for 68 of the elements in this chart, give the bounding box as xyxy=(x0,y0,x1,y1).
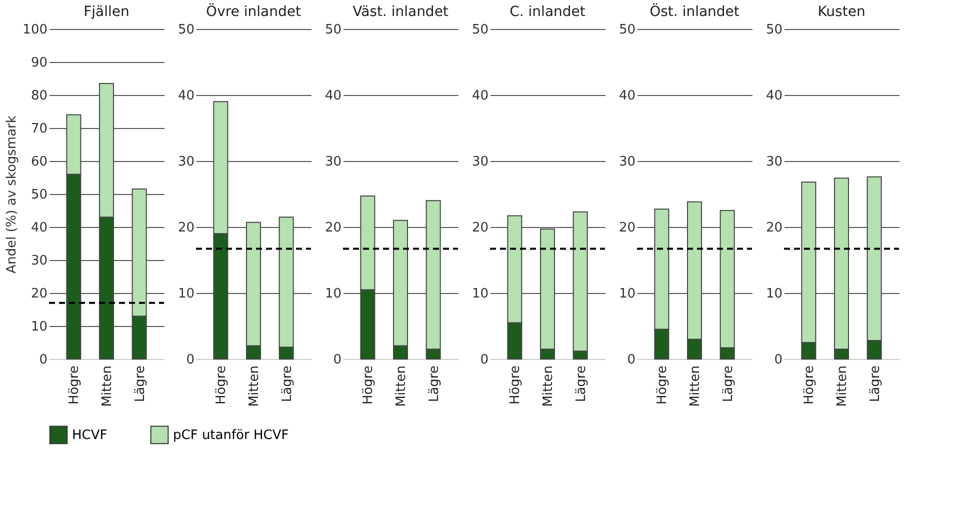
y-tick-label: 50 xyxy=(766,22,782,38)
chart-title: C. inlandet xyxy=(510,4,586,20)
x-tick-label: Högre xyxy=(655,366,670,405)
y-tick-label: 50 xyxy=(178,22,194,38)
y-tick-label: 20 xyxy=(30,286,48,302)
x-tick-label: Mitten xyxy=(100,366,115,407)
y-tick-label: 30 xyxy=(178,154,194,170)
y-tick-label: 30 xyxy=(324,154,342,170)
y-tick-label: 40 xyxy=(324,88,342,104)
y-tick-label: 0 xyxy=(480,352,488,368)
y-tick-label: 50 xyxy=(472,22,488,38)
x-tick-label: Mitten xyxy=(541,366,556,407)
y-tick-label: 10 xyxy=(178,286,194,302)
y-tick-label: 40 xyxy=(618,88,636,104)
y-tick-label: 0 xyxy=(333,352,342,368)
x-tick-label: Lägre xyxy=(574,366,589,402)
y-axis-title: Andel (%) av skogsmark xyxy=(4,115,20,274)
y-tick-label: 10 xyxy=(618,286,636,302)
y-tick-label: 20 xyxy=(766,220,782,236)
x-tick-label: Lägre xyxy=(280,366,295,402)
y-tick-label: 70 xyxy=(30,122,48,136)
x-tick-label: Högre xyxy=(508,366,524,405)
y-tick-label: 60 xyxy=(30,154,48,170)
y-tick-label: 20 xyxy=(472,220,488,236)
y-tick-label: 100 xyxy=(22,22,48,38)
y-tick-label: 80 xyxy=(30,88,48,104)
legend-label: HCVF xyxy=(72,428,108,443)
y-tick-label: 40 xyxy=(766,88,782,104)
y-tick-label: 0 xyxy=(186,352,194,368)
y-tick-label: 90 xyxy=(30,56,48,70)
y-tick-label: 50 xyxy=(618,22,636,38)
x-tick-label: Lägre xyxy=(868,366,883,402)
chart-title: Väst. inlandet xyxy=(352,4,449,20)
x-tick-label: Högre xyxy=(802,366,818,405)
y-tick-label: 10 xyxy=(30,320,48,334)
y-tick-label: 10 xyxy=(766,286,782,302)
y-tick-label: 10 xyxy=(472,286,488,302)
y-tick-label: 0 xyxy=(774,352,782,368)
y-tick-label: 20 xyxy=(618,220,636,236)
y-tick-label: 0 xyxy=(39,352,48,368)
y-tick-label: 40 xyxy=(30,220,48,236)
chart-title: Fjällen xyxy=(84,4,130,20)
y-tick-label: 50 xyxy=(324,22,342,38)
y-tick-label: 30 xyxy=(766,154,782,170)
chart-title: Öst. inlandet xyxy=(650,3,740,20)
y-tick-label: 20 xyxy=(324,220,342,236)
y-tick-label: 40 xyxy=(472,88,488,104)
x-tick-label: Högre xyxy=(67,366,82,405)
legend-label: pCF utanför HCVF xyxy=(173,428,289,443)
x-tick-label: Lägre xyxy=(132,366,148,402)
x-tick-label: Högre xyxy=(361,366,376,405)
y-tick-label: 40 xyxy=(178,88,194,104)
x-tick-label: Mitten xyxy=(247,366,262,407)
y-tick-label: 0 xyxy=(627,352,636,368)
x-tick-label: Mitten xyxy=(394,366,409,407)
x-tick-label: Lägre xyxy=(426,366,442,402)
chart-title: Kusten xyxy=(818,4,866,20)
y-tick-label: 50 xyxy=(30,188,48,202)
x-tick-label: Högre xyxy=(214,366,230,405)
y-tick-label: 30 xyxy=(472,154,488,170)
y-tick-label: 20 xyxy=(178,220,194,236)
chart-title: Övre inlandet xyxy=(206,3,302,20)
x-tick-label: Mitten xyxy=(688,366,703,407)
x-tick-label: Mitten xyxy=(835,366,850,407)
y-tick-label: 30 xyxy=(30,254,48,268)
y-tick-label: 30 xyxy=(618,154,636,170)
x-tick-label: Lägre xyxy=(720,366,736,402)
y-tick-label: 10 xyxy=(324,286,342,302)
